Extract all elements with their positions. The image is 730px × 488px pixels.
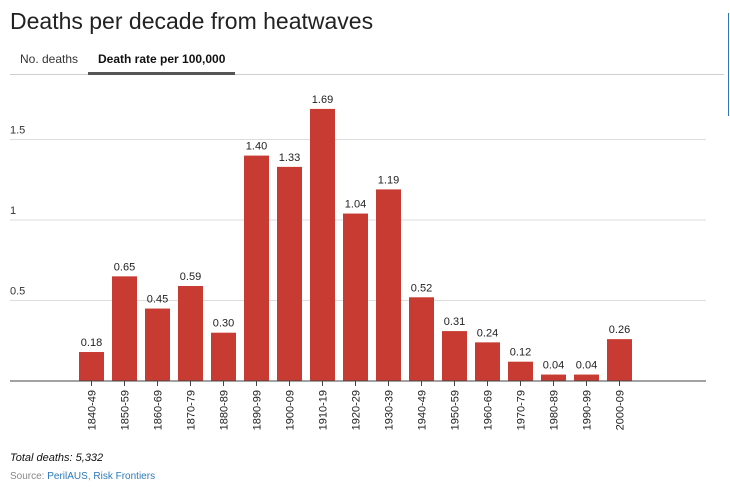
x-tick-label: 1840-49 (87, 390, 99, 430)
tab-no-deaths[interactable]: No. deaths (20, 52, 79, 66)
bar (310, 108, 335, 381)
scroll-indicator (728, 13, 729, 116)
total-deaths-note: Total deaths: 5,332 (10, 452, 104, 464)
data-label: 1.33 (279, 152, 300, 164)
bar (79, 352, 104, 381)
data-label: 0.45 (147, 294, 168, 306)
bar (409, 297, 434, 381)
data-label: 0.04 (543, 360, 564, 372)
x-tick-label: 1960-69 (483, 390, 495, 430)
bar (442, 331, 467, 381)
data-label: 0.52 (411, 282, 432, 294)
bar (541, 374, 566, 381)
x-tick-label: 1860-69 (153, 390, 165, 430)
bar (574, 374, 599, 381)
x-tick-label: 1880-89 (219, 390, 231, 430)
bar (277, 166, 302, 381)
y-tick-label: 1 (10, 205, 16, 217)
data-label: 0.24 (477, 327, 498, 339)
x-tick-label: 1940-49 (417, 390, 429, 430)
bar (112, 276, 137, 381)
bar (178, 286, 203, 381)
data-label: 0.30 (213, 318, 234, 330)
x-tick-label: 1890-99 (252, 390, 264, 430)
data-label: 0.65 (114, 261, 135, 273)
data-label: 0.59 (180, 271, 201, 283)
active-tab-indicator (88, 72, 235, 75)
bar (475, 342, 500, 381)
x-tick-label: 1950-59 (450, 390, 462, 430)
source-link-risk-frontiers[interactable]: Risk Frontiers (93, 471, 156, 482)
x-tick-label: 1930-39 (384, 390, 396, 430)
bar (145, 308, 170, 381)
data-label: 0.12 (510, 347, 531, 359)
data-label: 0.18 (81, 337, 102, 349)
x-tick-label: 1850-59 (120, 390, 132, 430)
x-tick-label: 1980-89 (549, 390, 561, 430)
x-tick-label: 2000-09 (615, 390, 627, 430)
bar (343, 213, 368, 381)
data-label: 1.19 (378, 174, 399, 186)
bar (211, 332, 236, 381)
source-note: Source: PerilAUS, Risk Frontiers (10, 471, 155, 482)
x-tick-label: 1870-79 (186, 390, 198, 430)
y-tick-label: 1.5 (10, 125, 25, 137)
data-label: 1.04 (345, 199, 366, 211)
data-label: 1.69 (312, 94, 333, 106)
data-label: 0.31 (444, 316, 465, 328)
x-tick-label: 1910-19 (318, 390, 330, 430)
x-tick-label: 1900-09 (285, 390, 297, 430)
bar (508, 361, 533, 381)
data-label: 1.40 (246, 141, 267, 153)
source-separator: , (87, 471, 94, 482)
x-tick-label: 1920-29 (351, 390, 363, 430)
bar (607, 339, 632, 381)
bar (244, 155, 269, 381)
source-link-perilaus[interactable]: PerilAUS (47, 471, 88, 482)
x-tick-label: 1990-99 (582, 390, 594, 430)
bar (376, 189, 401, 381)
y-tick-label: 0.5 (10, 286, 25, 298)
x-tick-label: 1970-79 (516, 390, 528, 430)
data-label: 0.04 (576, 360, 597, 372)
tab-bar: No. deaths Death rate per 100,000 (10, 46, 724, 75)
data-label: 0.26 (609, 324, 630, 336)
tab-death-rate[interactable]: Death rate per 100,000 (98, 52, 226, 66)
source-prefix: Source: (10, 471, 48, 482)
bar-chart: 0.5 1 1.5 0.18 1840-49 0.65 1850-59 0.45 1860-69… (10, 94, 706, 430)
chart-title: Deaths per decade from heatwaves (10, 8, 374, 34)
